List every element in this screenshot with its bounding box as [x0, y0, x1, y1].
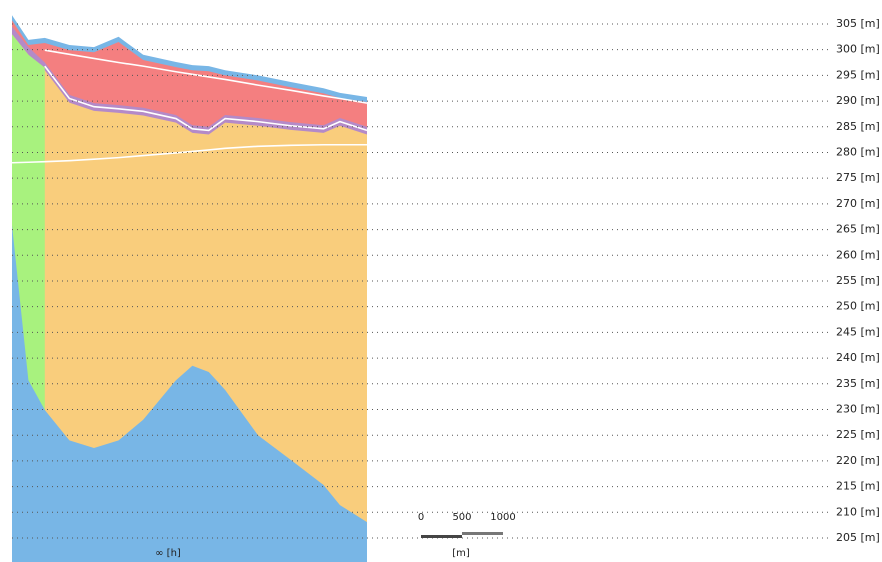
y-tick-label: 280 [m] [836, 145, 880, 158]
x-axis-label: ∞ [h] [155, 548, 181, 559]
y-tick-label: 205 [m] [836, 531, 880, 544]
y-tick-label: 240 [m] [836, 351, 880, 364]
y-tick-label: 220 [m] [836, 454, 880, 467]
y-tick-label: 265 [m] [836, 223, 880, 236]
y-tick-label: 300 [m] [836, 43, 880, 56]
scale-label: 1000 [490, 512, 515, 523]
y-tick-label: 215 [m] [836, 480, 880, 493]
y-tick-label: 245 [m] [836, 325, 880, 338]
y-tick-label: 250 [m] [836, 300, 880, 313]
y-tick-label: 260 [m] [836, 248, 880, 261]
scale-unit: [m] [452, 548, 470, 559]
y-tick-label: 290 [m] [836, 94, 880, 107]
y-tick-label: 285 [m] [836, 120, 880, 133]
scale-label: 500 [452, 512, 471, 523]
y-tick-label: 255 [m] [836, 274, 880, 287]
y-tick-label: 225 [m] [836, 428, 880, 441]
y-tick-label: 270 [m] [836, 197, 880, 210]
y-tick-label: 305 [m] [836, 17, 880, 30]
y-tick-label: 210 [m] [836, 505, 880, 518]
chart: 305 [m] 300 [m] 295 [m] 290 [m] 285 [m] 280 [… [0, 0, 882, 562]
y-tick-label: 235 [m] [836, 377, 880, 390]
scale-segment [421, 535, 462, 538]
page: 305 [m] 300 [m] 295 [m] 290 [m] 285 [m] 280 [… [0, 0, 882, 562]
y-tick-label: 275 [m] [836, 171, 880, 184]
y-tick-label: 230 [m] [836, 402, 880, 415]
y-tick-label: 295 [m] [836, 68, 880, 81]
scale-segment [462, 532, 503, 535]
scale-label: 0 [418, 512, 424, 523]
